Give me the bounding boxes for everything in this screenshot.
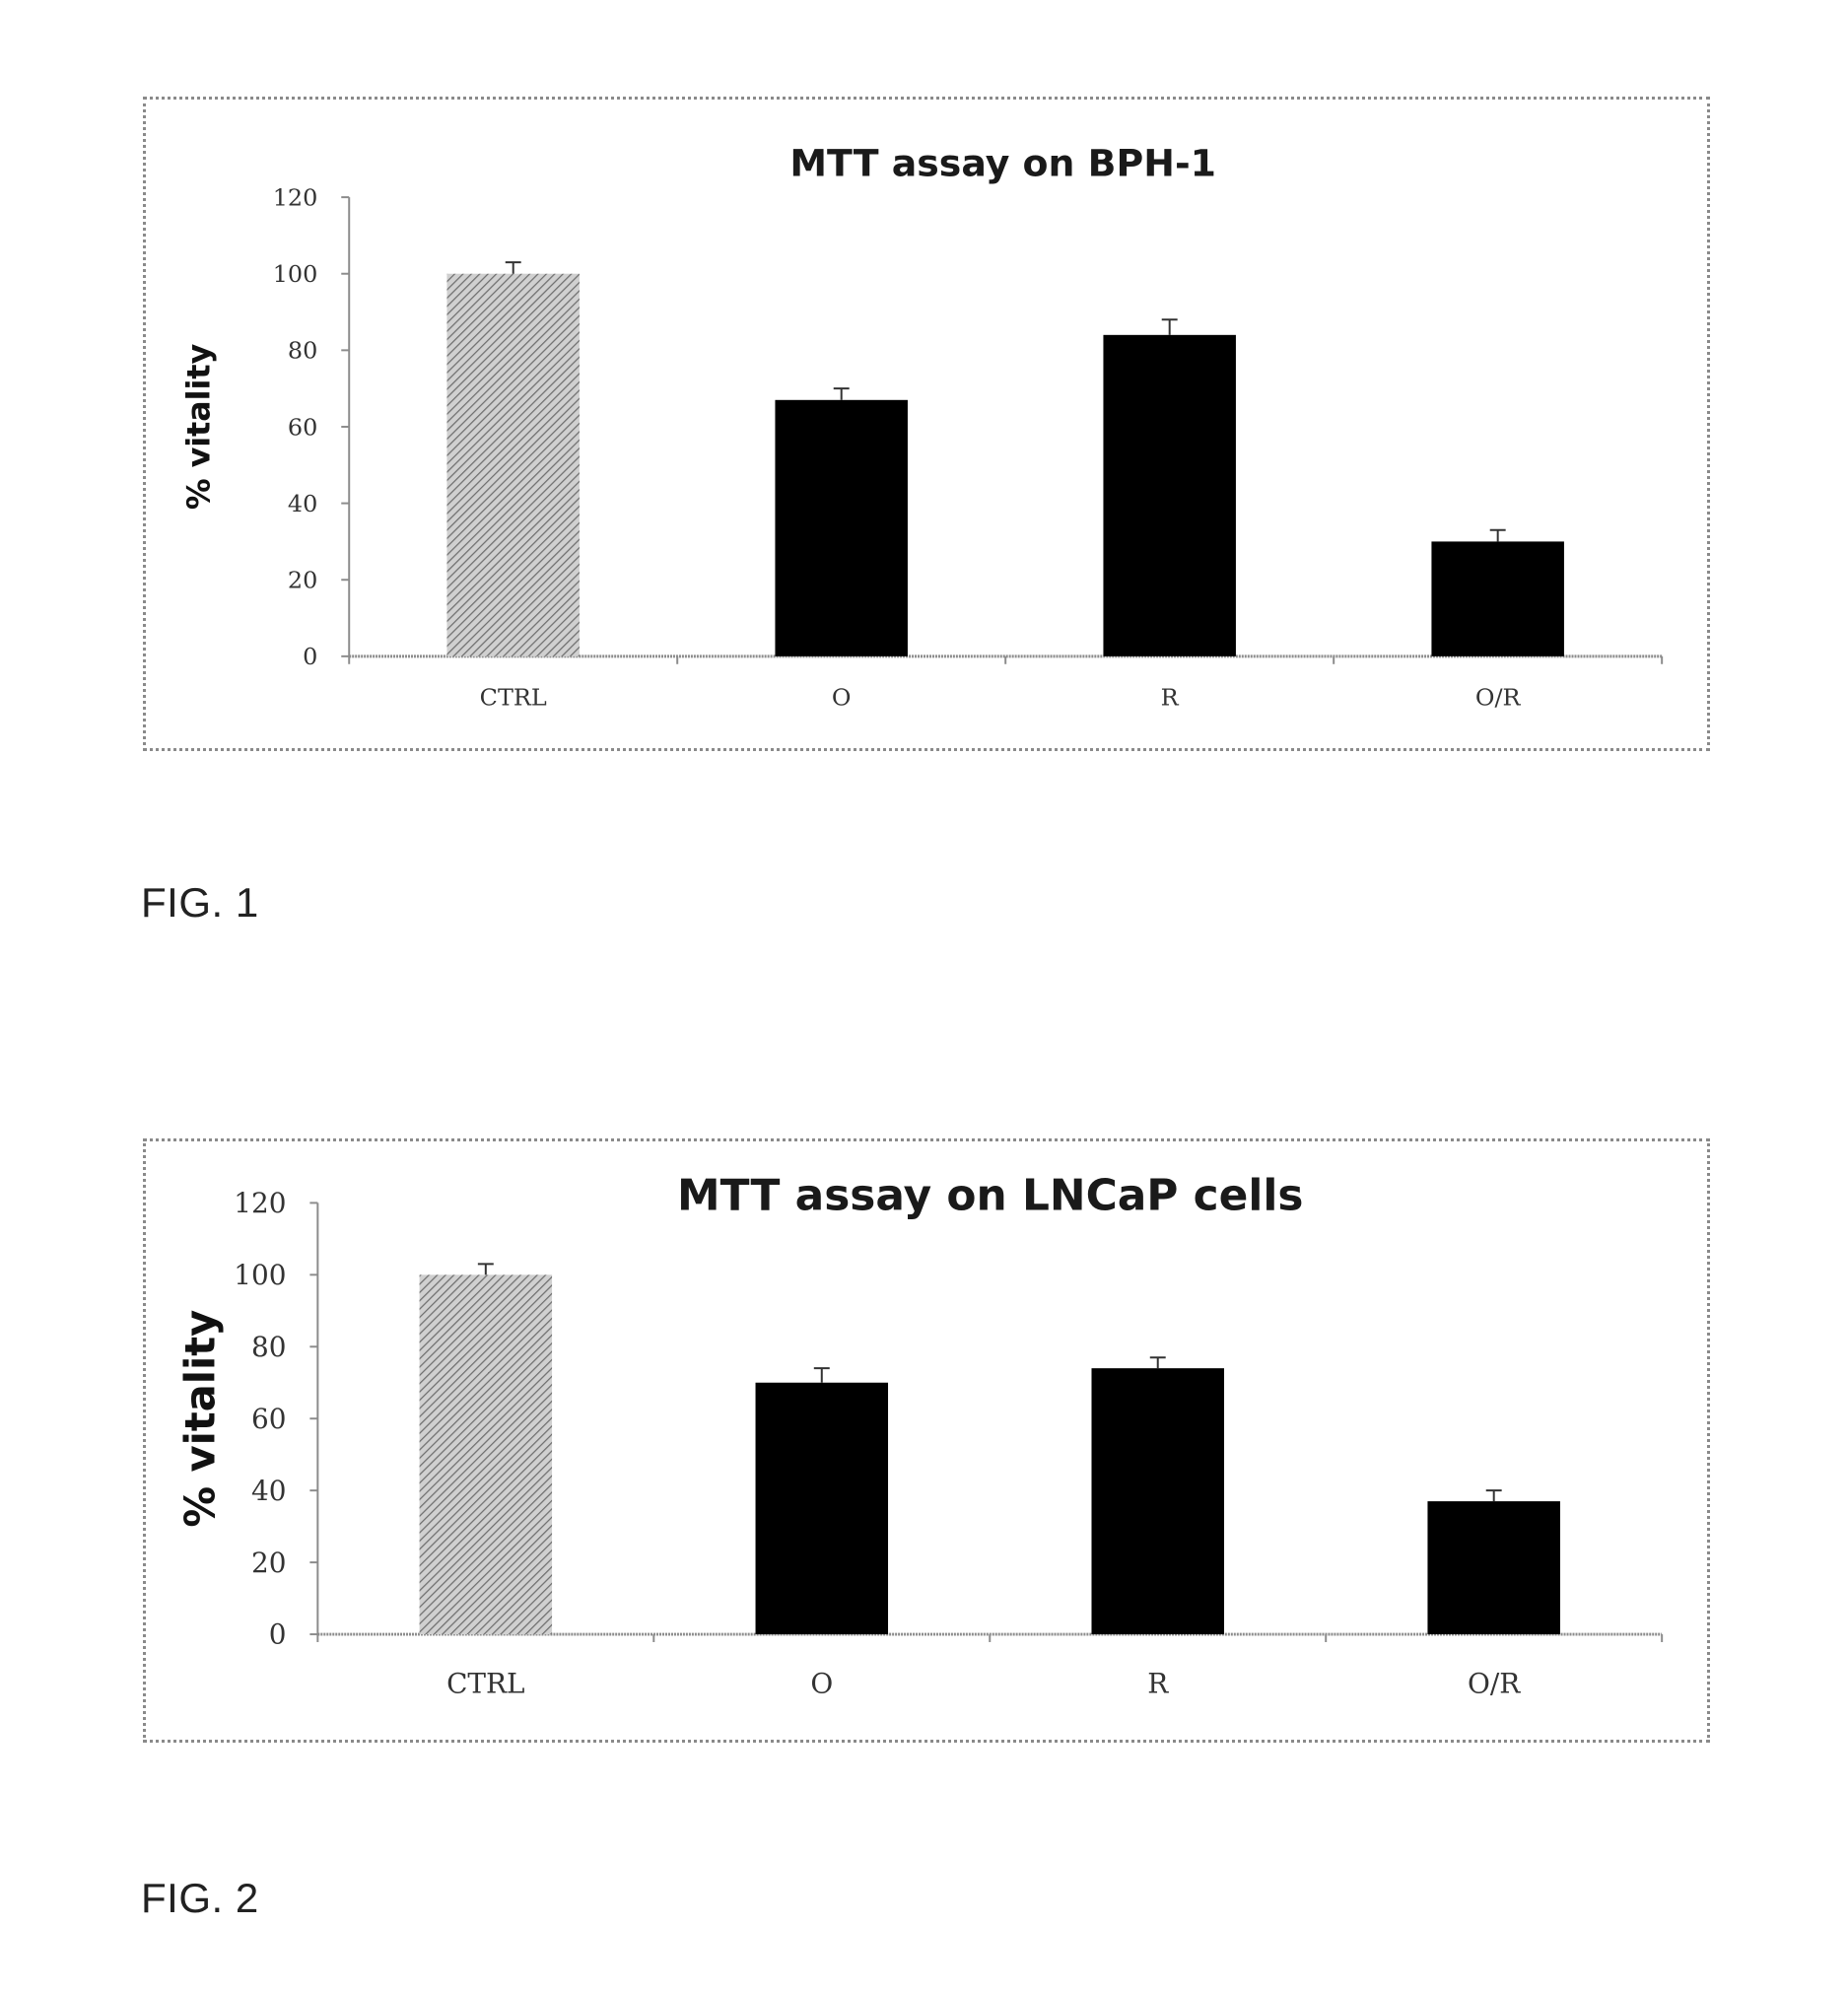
y-tick-label: 20 (251, 1547, 286, 1579)
y-tick-label: 80 (288, 337, 317, 365)
figure-caption-1: FIG. 1 (141, 879, 259, 927)
figure-caption-2: FIG. 2 (141, 1875, 259, 1922)
y-tick-label: 120 (273, 183, 318, 211)
y-tick-label: 40 (288, 490, 317, 517)
bar-ctrl (446, 274, 579, 656)
y-axis-label: % vitality (176, 1310, 225, 1528)
bar-r (1103, 335, 1235, 656)
chart-title: MTT assay on BPH-1 (789, 141, 1216, 184)
x-category-label: R (1161, 683, 1180, 711)
y-tick-label: 0 (269, 1618, 287, 1651)
y-tick-label: 0 (303, 643, 317, 670)
chart-svg-bph1: MTT assay on BPH-1 % vitality 0 20 40 60 80 100… (146, 100, 1707, 748)
y-tick-label: 60 (251, 1403, 286, 1435)
bar-o-r (1431, 541, 1563, 655)
y-tick-label: 60 (288, 413, 317, 441)
y-tick-label: 120 (234, 1187, 286, 1219)
x-category-label: O/R (1468, 1668, 1521, 1700)
chart-mtt-bph1: MTT assay on BPH-1 % vitality 0 20 40 60 80 100… (143, 97, 1710, 751)
x-category-label: O (832, 683, 852, 711)
y-axis-label: % vitality (181, 343, 218, 510)
y-tick-label: 100 (273, 260, 318, 288)
x-category-label: O (810, 1668, 833, 1700)
chart-mtt-lncap: MTT assay on LNCaP cells % vitality 0 20 40 6… (143, 1138, 1710, 1743)
y-tick-label: 100 (234, 1259, 286, 1291)
bar-o (756, 1383, 888, 1634)
x-category-label: CTRL (480, 683, 547, 711)
y-tick-label: 40 (251, 1475, 286, 1507)
x-category-label: O/R (1475, 683, 1522, 711)
x-category-label: CTRL (446, 1668, 524, 1700)
x-category-label: R (1147, 1668, 1169, 1700)
bar-o (775, 400, 907, 656)
bar-o-r (1427, 1501, 1559, 1634)
bar-ctrl (420, 1274, 552, 1634)
chart-title: MTT assay on LNCaP cells (677, 1170, 1303, 1220)
bar-r (1091, 1368, 1223, 1634)
y-tick-label: 20 (288, 567, 317, 594)
y-tick-label: 80 (251, 1331, 286, 1363)
chart-svg-lncap: MTT assay on LNCaP cells % vitality 0 20 40 6… (146, 1141, 1707, 1740)
